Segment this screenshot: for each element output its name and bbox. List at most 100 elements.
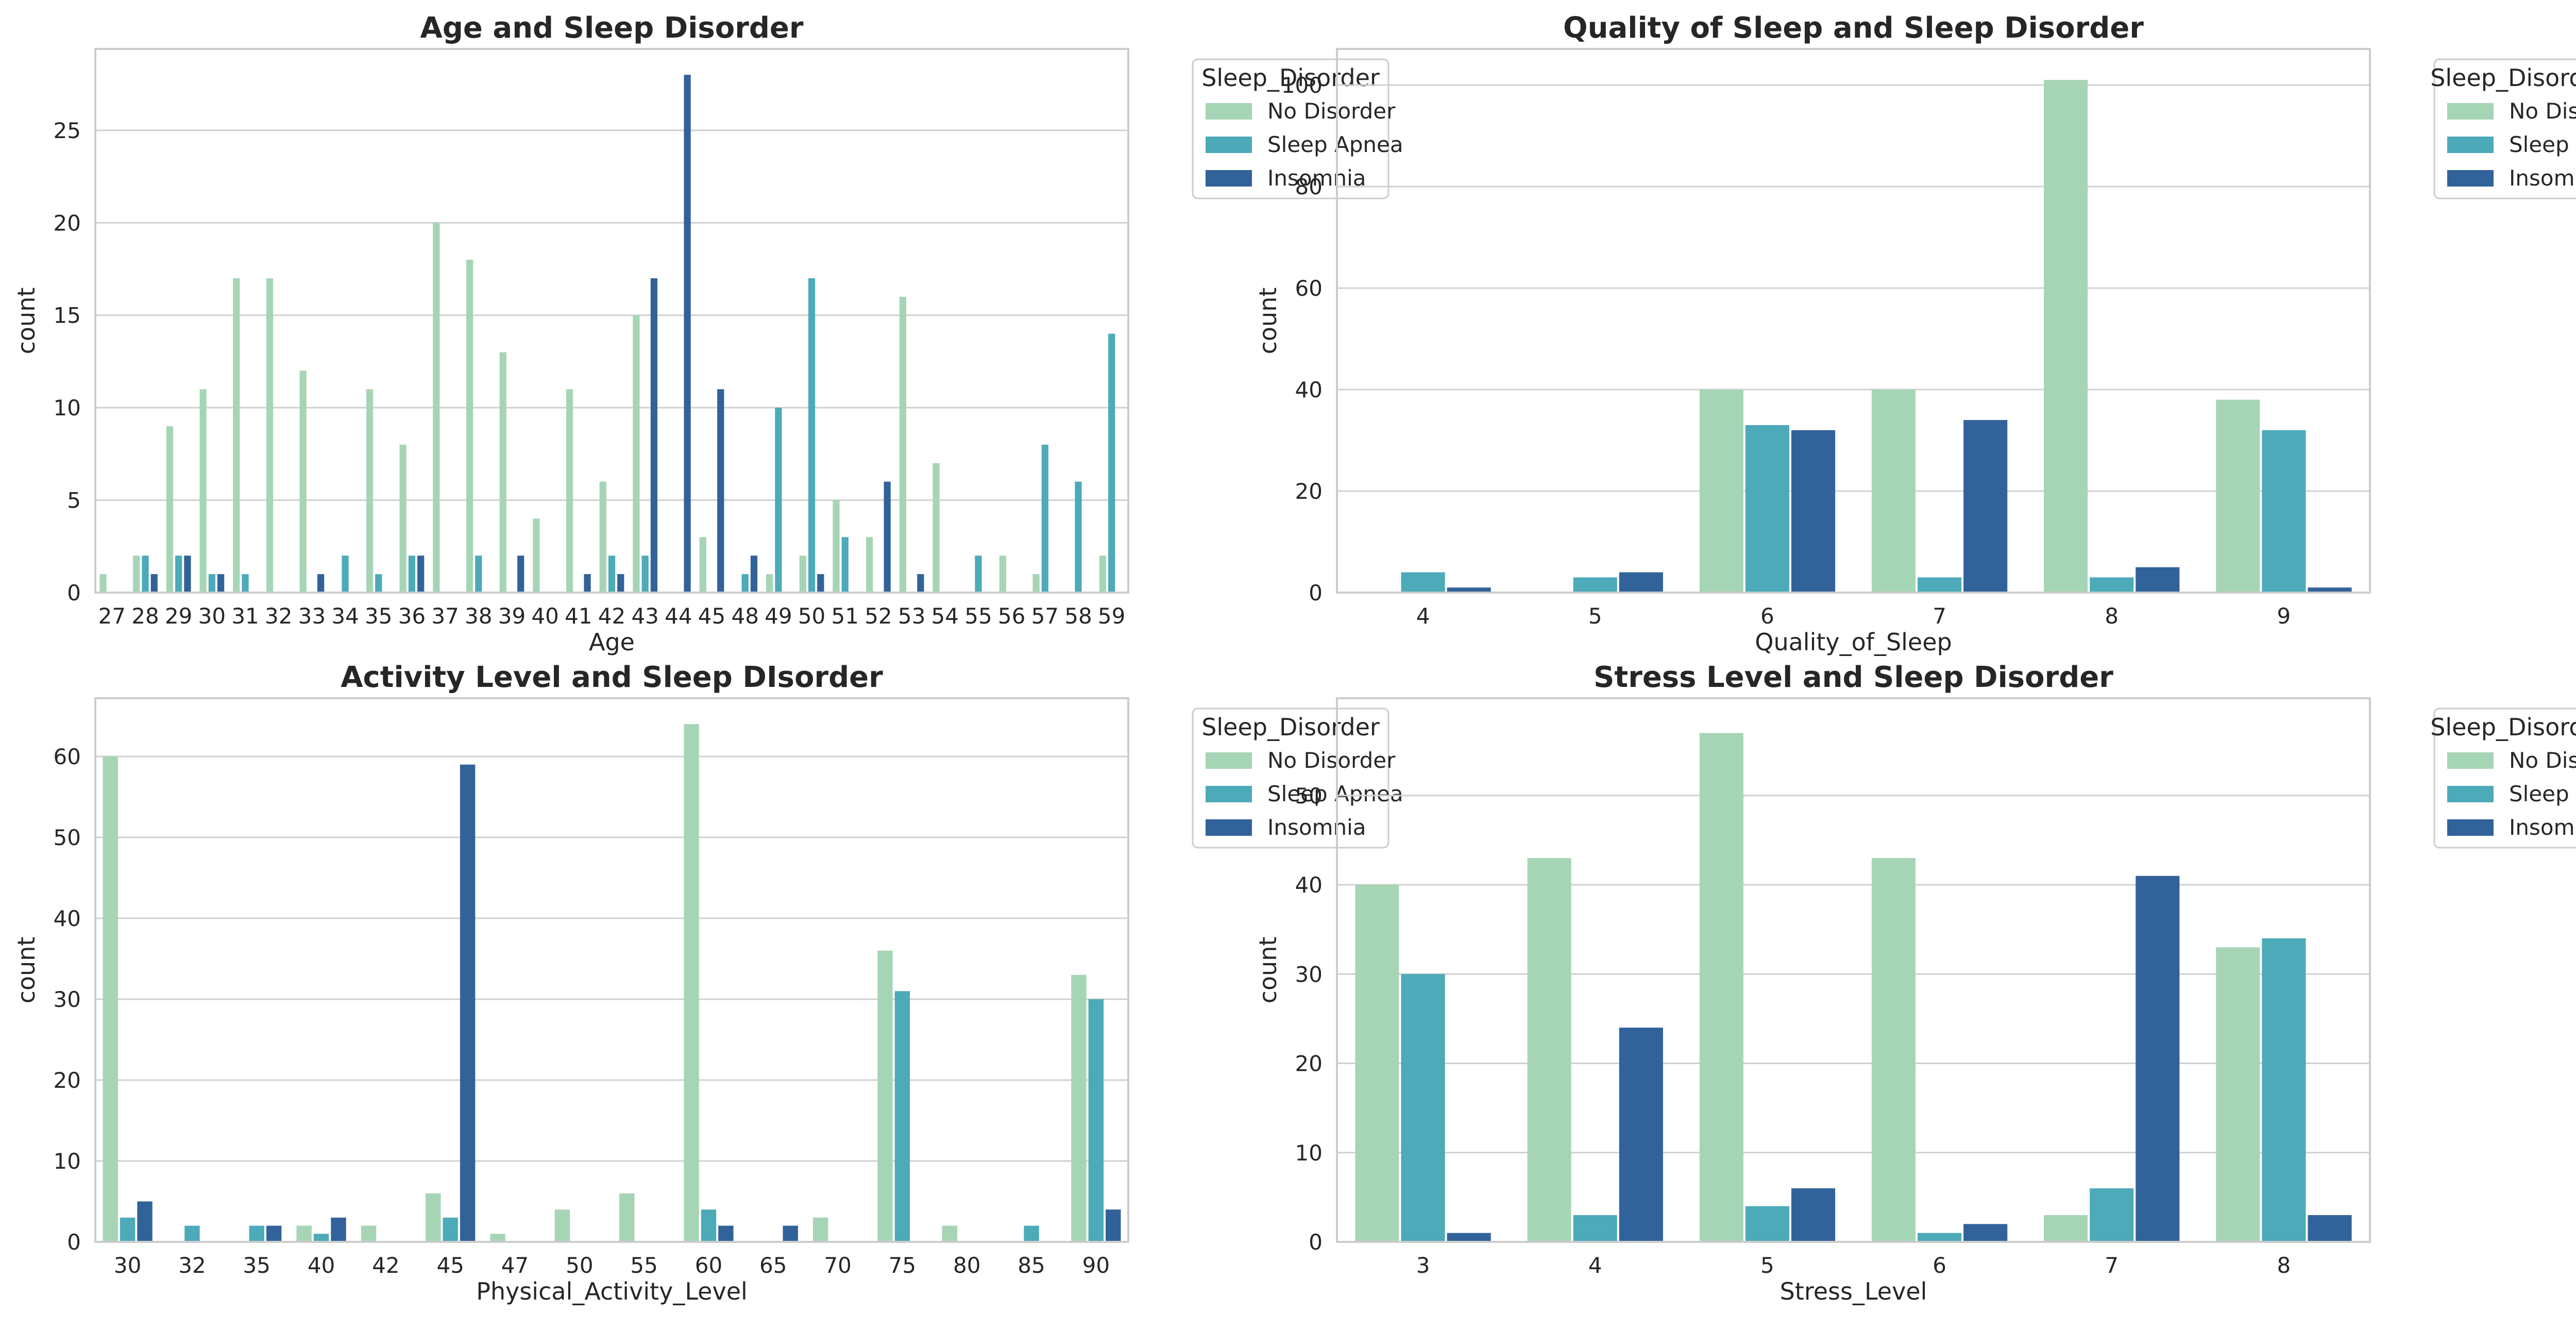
bar bbox=[1447, 1233, 1491, 1242]
x-tick-label: 35 bbox=[365, 603, 392, 629]
y-tick-label: 40 bbox=[54, 906, 81, 931]
bar bbox=[1745, 1206, 1789, 1242]
bar bbox=[1619, 572, 1663, 593]
x-tick-label: 32 bbox=[265, 603, 292, 629]
x-tick-label: 60 bbox=[695, 1253, 722, 1278]
bar bbox=[475, 555, 482, 593]
bar bbox=[2308, 587, 2352, 593]
bar bbox=[331, 1217, 346, 1242]
legend-box bbox=[2433, 58, 2576, 199]
legend-label: Insomnia bbox=[2509, 815, 2576, 840]
x-tick-label: 65 bbox=[759, 1253, 787, 1278]
x-tick-label: 50 bbox=[566, 1253, 593, 1278]
bar bbox=[233, 278, 240, 593]
bar bbox=[399, 444, 406, 593]
bar bbox=[599, 481, 606, 593]
bar bbox=[217, 574, 225, 593]
bar bbox=[166, 426, 174, 593]
x-axis-label: Age bbox=[589, 628, 635, 656]
bar bbox=[2216, 947, 2260, 1242]
y-tick-label: 20 bbox=[1295, 479, 1323, 504]
y-tick-label: 30 bbox=[1295, 962, 1323, 987]
bar bbox=[684, 75, 691, 593]
x-tick-label: 45 bbox=[698, 603, 725, 629]
bar bbox=[499, 352, 506, 593]
bar bbox=[1573, 577, 1617, 593]
legend-title: Sleep_Disorder bbox=[2430, 713, 2576, 741]
bar bbox=[249, 1225, 264, 1242]
bar bbox=[1099, 555, 1107, 593]
bar bbox=[1619, 1028, 1663, 1242]
bar bbox=[933, 463, 940, 593]
x-tick-label: 27 bbox=[98, 603, 126, 629]
bar bbox=[133, 555, 140, 593]
bar bbox=[242, 574, 249, 593]
chart-3: 0 10 20 30 40 50 60 30 32 35 40 42 45 47 50 55 60 65 70 75 8… bbox=[12, 661, 1403, 1305]
legend-title: Sleep_Disorder bbox=[2430, 64, 2576, 92]
x-tick-label: 85 bbox=[1018, 1253, 1045, 1278]
bar bbox=[426, 1193, 441, 1242]
chart-title: Quality of Sleep and Sleep Disorder bbox=[1563, 11, 2144, 45]
bar bbox=[120, 1217, 135, 1242]
x-axis-label: Quality_of_Sleep bbox=[1755, 628, 1952, 656]
y-tick-label: 40 bbox=[1295, 872, 1323, 898]
x-tick-label: 42 bbox=[372, 1253, 399, 1278]
bar bbox=[975, 555, 982, 593]
bar bbox=[266, 278, 274, 593]
x-tick-label: 35 bbox=[243, 1253, 270, 1278]
x-tick-label: 6 bbox=[1760, 603, 1774, 629]
x-tick-label: 40 bbox=[531, 603, 558, 629]
bar bbox=[2308, 1215, 2352, 1242]
x-axis-label: Physical_Activity_Level bbox=[476, 1277, 748, 1305]
bar bbox=[175, 555, 182, 593]
bar bbox=[1088, 999, 1104, 1242]
x-tick-label: 47 bbox=[501, 1253, 529, 1278]
bar bbox=[1071, 974, 1087, 1242]
bar bbox=[718, 1225, 734, 1242]
x-tick-label: 31 bbox=[231, 603, 259, 629]
bar bbox=[633, 315, 640, 593]
x-tick-label: 57 bbox=[1031, 603, 1059, 629]
y-tick-label: 20 bbox=[1295, 1051, 1323, 1076]
bar bbox=[584, 574, 591, 593]
bar bbox=[443, 1217, 458, 1242]
x-tick-label: 7 bbox=[2105, 1253, 2119, 1278]
bar bbox=[460, 764, 476, 1242]
y-axis-label: count bbox=[12, 937, 40, 1004]
bar bbox=[1401, 974, 1445, 1242]
bar bbox=[1791, 430, 1836, 593]
y-tick-label: 40 bbox=[1295, 377, 1323, 402]
bar bbox=[1918, 1233, 1962, 1242]
x-tick-label: 6 bbox=[1933, 1253, 1946, 1278]
bar bbox=[741, 574, 749, 593]
bar bbox=[799, 555, 806, 593]
legend-swatch bbox=[2447, 170, 2494, 187]
bar bbox=[137, 1201, 152, 1242]
legend-swatch bbox=[2447, 819, 2494, 836]
bar bbox=[617, 574, 624, 593]
bar bbox=[766, 574, 773, 593]
bar bbox=[1041, 444, 1048, 593]
x-tick-label: 70 bbox=[824, 1253, 851, 1278]
plot-frame bbox=[94, 48, 1129, 594]
legend-label: No Disorder bbox=[2509, 748, 2576, 773]
bar bbox=[1108, 333, 1115, 593]
y-tick-label: 20 bbox=[54, 210, 81, 235]
legend-swatch bbox=[1206, 752, 1252, 769]
bar bbox=[2262, 938, 2306, 1242]
bar bbox=[1791, 1188, 1836, 1242]
legend-label: Sleep Apnea bbox=[2509, 132, 2576, 157]
x-tick-label: 28 bbox=[131, 603, 159, 629]
bar bbox=[417, 555, 425, 593]
x-tick-label: 29 bbox=[165, 603, 192, 629]
bar bbox=[554, 1209, 570, 1242]
bar bbox=[899, 296, 906, 593]
bar bbox=[1075, 481, 1082, 593]
bar bbox=[490, 1234, 505, 1242]
x-tick-label: 48 bbox=[731, 603, 758, 629]
bar bbox=[361, 1225, 377, 1242]
legend-label: No Disorder bbox=[1267, 98, 1396, 124]
bar bbox=[199, 389, 207, 593]
